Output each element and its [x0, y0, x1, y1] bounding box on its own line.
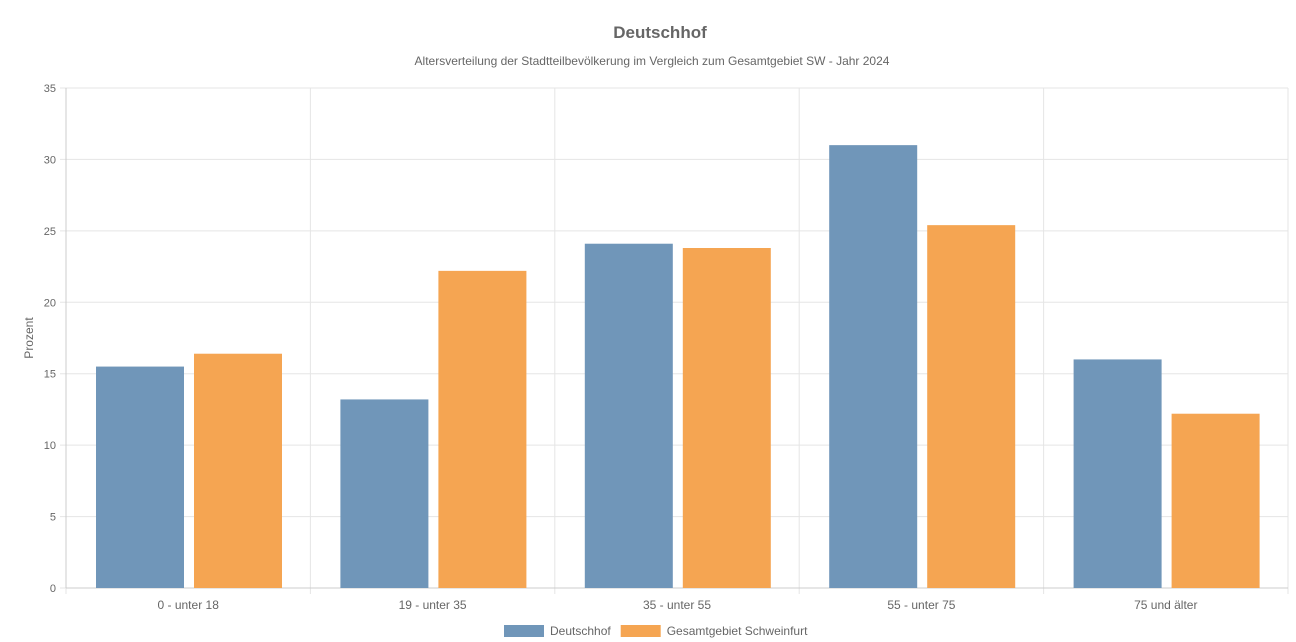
y-axis-label: Prozent — [22, 317, 36, 359]
bar-gesamtgebiet — [438, 270, 527, 588]
legend-swatch — [504, 625, 544, 637]
y-tick-label: 0 — [50, 583, 56, 595]
legend-label: Gesamtgebiet Schweinfurt — [667, 624, 808, 638]
y-tick-label: 35 — [44, 83, 56, 95]
bar-deutschhof — [340, 399, 429, 588]
y-tick-label: 20 — [44, 297, 56, 309]
chart-subtitle: Altersverteilung der Stadtteilbevölkerun… — [415, 54, 890, 68]
y-tick-label: 25 — [44, 226, 56, 238]
y-tick-label: 30 — [44, 154, 56, 166]
x-tick-label: 35 - unter 55 — [643, 598, 711, 612]
bar-deutschhof — [829, 145, 918, 588]
bar-deutschhof — [584, 243, 673, 588]
x-tick-label: 75 und älter — [1134, 598, 1197, 612]
y-tick-label: 5 — [50, 512, 56, 524]
chart-title: Deutschhof — [613, 23, 707, 42]
bar-gesamtgebiet — [194, 353, 282, 588]
legend-swatch — [620, 625, 661, 637]
x-tick-label: 19 - unter 35 — [399, 598, 467, 612]
bar-gesamtgebiet — [927, 225, 1016, 588]
x-tick-label: 0 - unter 18 — [158, 598, 220, 612]
y-tick-label: 15 — [44, 369, 56, 381]
bar-gesamtgebiet — [1171, 413, 1260, 588]
bar-deutschhof — [96, 366, 184, 588]
bar-gesamtgebiet — [682, 248, 771, 588]
y-tick-label: 10 — [44, 440, 56, 452]
legend-label: Deutschhof — [550, 624, 611, 638]
bar-deutschhof — [1073, 359, 1162, 588]
x-tick-label: 55 - unter 75 — [887, 598, 955, 612]
